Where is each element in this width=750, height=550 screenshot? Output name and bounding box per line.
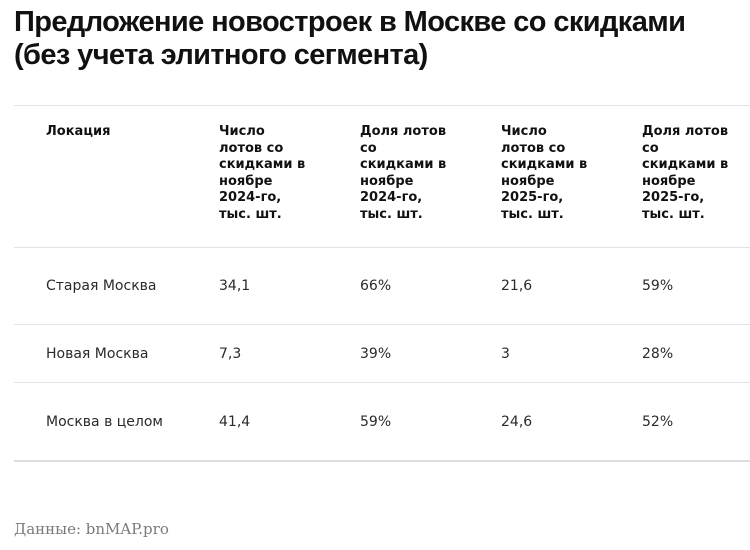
header-label: Доля лотов со скидками в ноябре 2024-го,… [360,124,447,222]
cell-share-2025: 52% [642,413,674,430]
header-label: Доля лотов со скидками в ноябре 2025-го,… [642,124,729,222]
header-location: Локация [14,106,219,248]
data-source-caption: Данные: bnMAP.pro [14,520,169,538]
header-label: Число лотов со скидками в ноябре 2025-го… [501,124,588,222]
cell-text: Москва в целом [46,413,163,430]
header-count-2025: Число лотов со скидками в ноябре 2025-го… [501,106,642,248]
cell-share-2024: 59% [360,413,392,430]
cell-location: Новая Москва [14,325,219,383]
data-table-container: Локация Число лотов со скидками в ноябре… [14,105,750,462]
header-share-2025: Доля лотов со скидками в ноябре 2025-го,… [642,106,750,248]
table-row: Новая Москва 7,3 39% 3 28% [14,325,750,383]
table-row: Москва в целом 41,4 59% 24,6 52% [14,383,750,462]
cell-share-2025: 28% [642,345,674,362]
cell-count-2025: 3 [501,345,510,362]
cell-count-2025: 24,6 [501,413,533,430]
header-label: Локация [46,124,111,139]
cell-text: Новая Москва [46,345,149,362]
cell-count-2025: 21,6 [501,278,533,294]
cell-count-2024: 41,4 [219,413,251,430]
page-title: Предложение новостроек в Москве со скидк… [14,6,686,71]
cell-count-2024: 7,3 [219,345,242,362]
table-header-row: Локация Число лотов со скидками в ноябре… [14,105,750,248]
cell-text: Старая Москва [46,278,157,294]
data-table: Локация Число лотов со скидками в ноябре… [14,105,750,462]
cell-share-2024: 66% [360,278,392,294]
cell-share-2025: 59% [642,278,674,294]
header-count-2024: Число лотов со скидками в ноябре 2024-го… [219,106,360,248]
cell-location: Старая Москва [14,248,219,325]
header-share-2024: Доля лотов со скидками в ноябре 2024-го,… [360,106,501,248]
cell-share-2024: 39% [360,345,392,362]
table-row: Старая Москва 34,1 66% 21,6 59% [14,248,750,325]
header-label: Число лотов со скидками в ноябре 2024-го… [219,124,306,222]
cell-count-2024: 34,1 [219,278,251,294]
cell-location: Москва в целом [14,383,219,462]
